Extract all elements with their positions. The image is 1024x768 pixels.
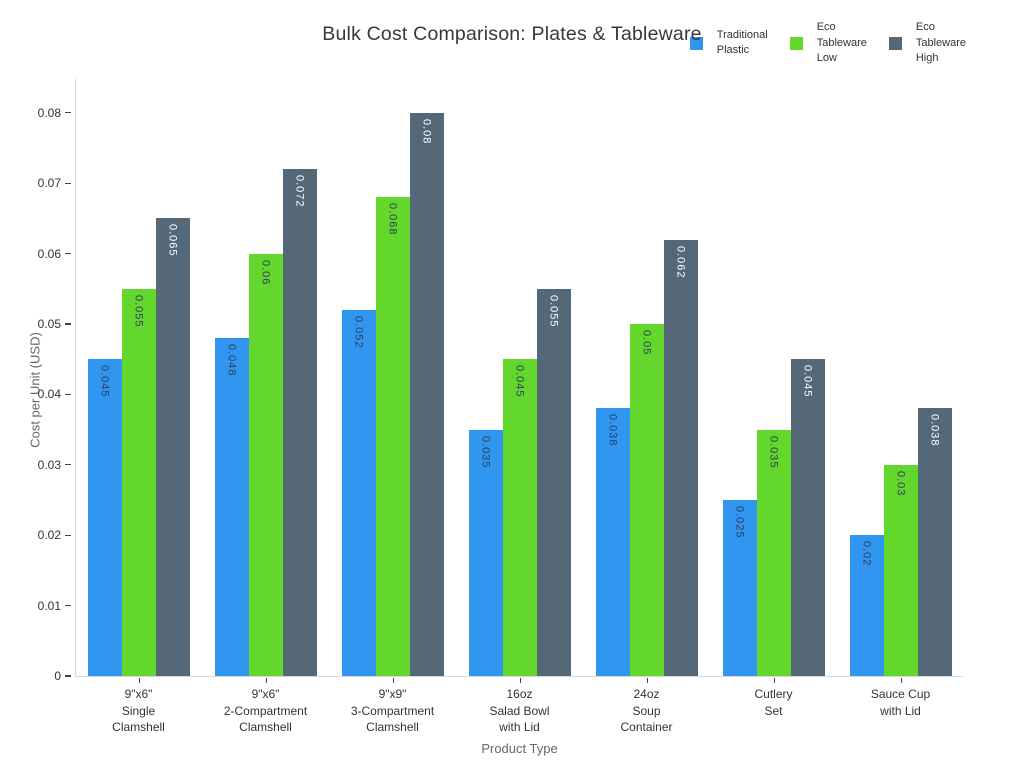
bar-value-label: 0.035	[479, 435, 492, 469]
plot-area: 0 0.01 0.02 0.03 0.04 0.05 0.06 0.07 0.08 9"x6" S…	[38, 79, 964, 734]
bar[interactable]: 0.045	[87, 359, 122, 676]
bar-group: Cutlery Set 0.025 0.035 0.045	[710, 79, 837, 718]
bar-group: 16oz Salad Bowl with Lid 0.035 0.045 0.055	[456, 79, 583, 734]
bar-value-label: 0.045	[801, 365, 814, 398]
y-tick-label: 0.03	[37, 457, 61, 472]
y-tick-mark	[65, 464, 71, 466]
x-tick-mark	[646, 678, 648, 683]
bar-value-label: 0.068	[386, 203, 399, 236]
y-tick-label: 0.08	[37, 105, 61, 120]
y-tick-mark	[65, 393, 71, 395]
x-tick-label: Sauce Cup with Lid	[870, 687, 931, 718]
bar[interactable]: 0.062	[663, 239, 698, 676]
bar[interactable]: 0.065	[155, 218, 190, 676]
bar-value-label: 0.048	[225, 344, 238, 377]
bar[interactable]: 0.035	[468, 429, 503, 676]
bar[interactable]: 0.055	[536, 288, 571, 676]
bar-value-label: 0.052	[352, 315, 365, 349]
bar-value-label: 0.065	[166, 224, 179, 257]
bar-value-label: 0.062	[674, 245, 687, 279]
y-tick-mark	[65, 182, 71, 184]
y-tick-label: 0	[54, 669, 61, 683]
legend-swatch-icon	[689, 36, 703, 50]
bar-value-label: 0.03	[894, 470, 907, 497]
legend-swatch-icon	[789, 36, 803, 50]
bar-group: 24oz Soup Container 0.038 0.05 0.062	[583, 79, 710, 734]
y-tick-label: 0.06	[37, 246, 61, 261]
bar[interactable]: 0.08	[409, 112, 444, 676]
y-tick-label: 0.01	[37, 598, 61, 613]
bar-group: Sauce Cup with Lid 0.02 0.03 0.038	[837, 79, 964, 718]
y-tick-label: 0.07	[37, 176, 61, 191]
legend-label: Traditional Plastic	[716, 28, 768, 57]
bar-value-label: 0.05	[640, 330, 653, 356]
bar-value-label: 0.045	[98, 365, 111, 398]
bar[interactable]: 0.05	[629, 324, 664, 676]
bar-value-label: 0.055	[132, 294, 145, 328]
y-tick-mark	[65, 112, 71, 114]
bar-value-label: 0.072	[293, 175, 306, 208]
bar-value-label: 0.045	[513, 365, 526, 398]
y-tick-label: 0.04	[37, 387, 61, 402]
bar[interactable]: 0.045	[502, 359, 537, 676]
bar[interactable]: 0.03	[883, 464, 918, 676]
x-tick-label: 16oz Salad Bowl with Lid	[489, 687, 550, 734]
y-tick-mark	[65, 534, 71, 536]
bar-value-label: 0.08	[420, 118, 433, 145]
bar[interactable]: 0.025	[722, 500, 757, 676]
legend: Traditional Plastic Eco Tableware Low Eco …	[689, 20, 966, 67]
bar[interactable]: 0.038	[595, 408, 630, 676]
legend-item[interactable]: Traditional Plastic	[689, 28, 768, 59]
legend-item[interactable]: Eco Tableware High	[888, 20, 966, 67]
x-tick-label: 9"x6" Single Clamshell	[112, 687, 165, 734]
x-tick-mark	[773, 678, 775, 683]
bar[interactable]: 0.072	[282, 169, 317, 676]
y-axis-line	[75, 79, 76, 676]
bar-value-label: 0.035	[767, 435, 780, 469]
bar-value-label: 0.038	[928, 414, 941, 448]
x-tick-label: 9"x9" 3-Compartment Clamshell	[350, 687, 435, 734]
bar-value-label: 0.02	[860, 541, 873, 567]
x-tick-label: 9"x6" 2-Compartment Clamshell	[223, 687, 308, 734]
legend-item[interactable]: Eco Tableware Low	[789, 20, 867, 67]
x-tick-mark	[392, 678, 394, 683]
x-tick-label: 24oz Soup Container	[620, 687, 673, 734]
y-tick-label: 0.05	[37, 317, 61, 331]
bar-value-label: 0.038	[606, 414, 619, 448]
bar[interactable]: 0.035	[756, 429, 791, 676]
y-tick-mark	[65, 323, 71, 325]
y-tick-mark	[65, 605, 71, 607]
bar[interactable]: 0.052	[341, 309, 376, 676]
y-tick-label: 0.02	[37, 528, 61, 543]
bar-value-label: 0.025	[733, 506, 746, 539]
bar-group: 9"x6" 2-Compartment Clamshell 0.048 0.06 0.…	[202, 79, 329, 734]
y-tick-mark	[65, 253, 71, 255]
bar-value-label: 0.055	[547, 294, 560, 328]
legend-label: Eco Tableware Low	[816, 21, 867, 64]
x-tick-label: Cutlery Set	[754, 687, 793, 718]
x-axis-title: Product Type	[481, 741, 558, 756]
legend-swatch-icon	[888, 36, 902, 50]
bar-value-label: 0.06	[259, 259, 272, 286]
x-tick-mark	[265, 678, 267, 683]
bar[interactable]: 0.02	[849, 535, 884, 676]
x-tick-mark	[519, 678, 521, 683]
x-tick-mark	[900, 678, 902, 683]
bar[interactable]: 0.068	[375, 197, 410, 676]
bar[interactable]: 0.045	[790, 359, 825, 676]
bar[interactable]: 0.055	[121, 288, 156, 676]
y-tick-mark	[65, 675, 71, 677]
x-tick-mark	[138, 678, 140, 683]
legend-label: Eco Tableware High	[915, 21, 966, 64]
bar[interactable]: 0.038	[917, 408, 952, 676]
bar-group: 9"x9" 3-Compartment Clamshell 0.052 0.068 0…	[329, 79, 456, 734]
x-axis-line	[75, 676, 964, 677]
bar-group: 9"x6" Single Clamshell 0.045 0.055 0.065	[75, 79, 202, 734]
bar[interactable]: 0.06	[248, 253, 283, 676]
bar[interactable]: 0.048	[214, 338, 249, 676]
